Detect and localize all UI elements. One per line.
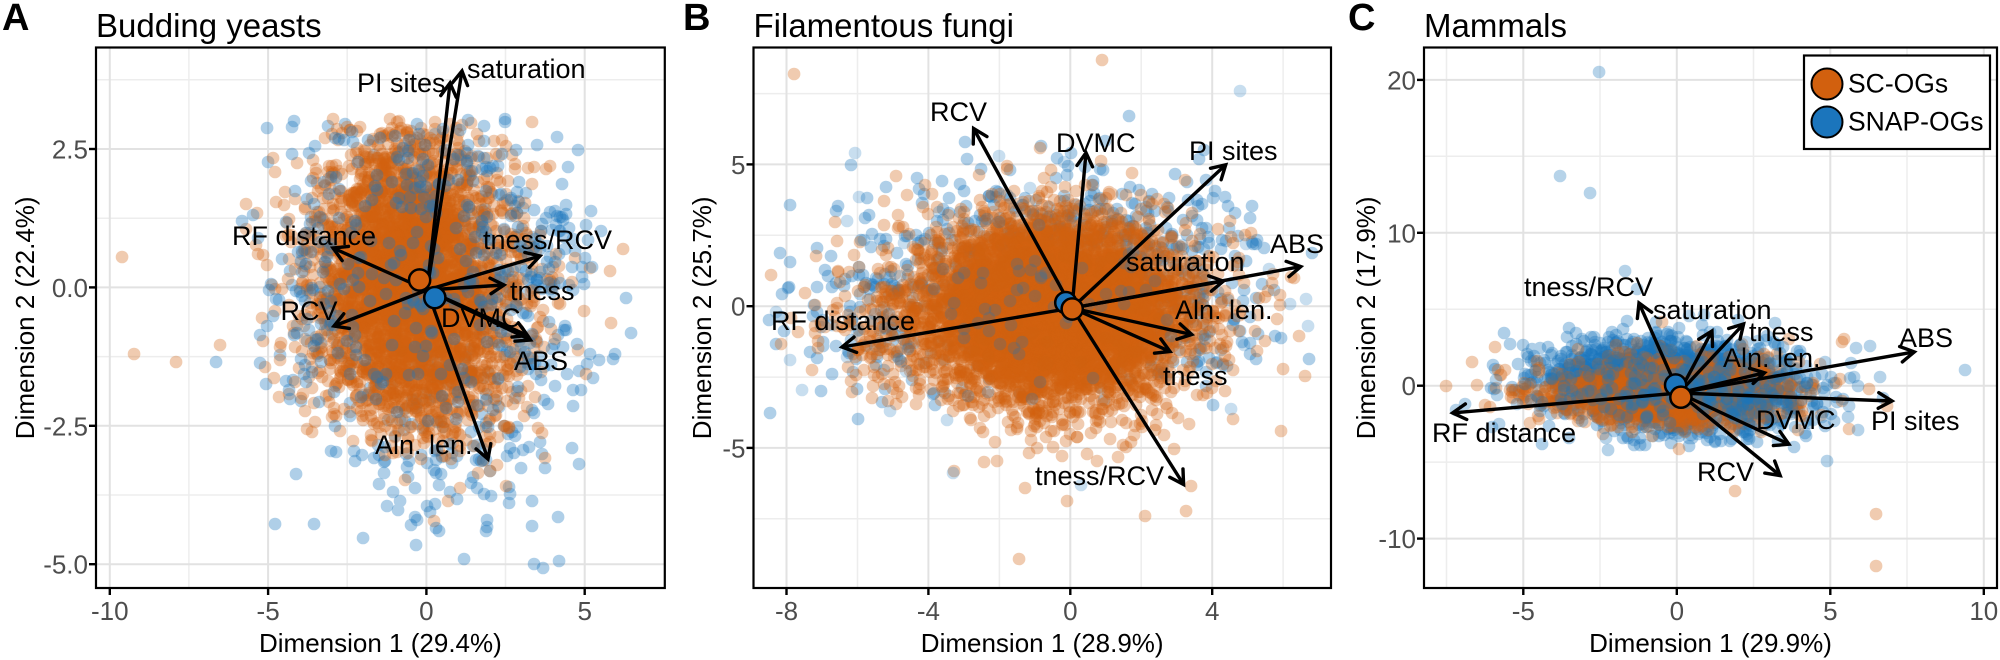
svg-text:tness: tness xyxy=(510,276,575,306)
svg-text:5: 5 xyxy=(577,596,591,626)
svg-text:Dimension 1 (29.4%): Dimension 1 (29.4%) xyxy=(259,628,502,658)
svg-text:ABS: ABS xyxy=(514,346,568,376)
svg-text:Dimension 2 (25.7%): Dimension 2 (25.7%) xyxy=(687,196,717,439)
svg-text:C: C xyxy=(1348,0,1375,39)
svg-text:RF distance: RF distance xyxy=(1432,418,1576,448)
svg-text:tness: tness xyxy=(1163,361,1228,391)
svg-text:tness/RCV: tness/RCV xyxy=(483,225,612,255)
svg-text:RF distance: RF distance xyxy=(771,306,915,336)
svg-text:Filamentous fungi: Filamentous fungi xyxy=(754,7,1014,44)
svg-text:-5: -5 xyxy=(1512,596,1535,626)
svg-text:Dimension 2 (22.4%): Dimension 2 (22.4%) xyxy=(10,196,40,439)
svg-text:SNAP-OGs: SNAP-OGs xyxy=(1848,107,1983,137)
svg-text:saturation: saturation xyxy=(1126,247,1245,277)
svg-text:Dimension 1 (28.9%): Dimension 1 (28.9%) xyxy=(921,628,1164,658)
svg-text:Aln. len.: Aln. len. xyxy=(375,430,473,460)
svg-text:Dimension 2 (17.9%): Dimension 2 (17.9%) xyxy=(1351,196,1381,439)
svg-text:DVMC: DVMC xyxy=(1756,405,1836,435)
svg-text:0: 0 xyxy=(1063,596,1077,626)
svg-text:tness: tness xyxy=(1749,317,1814,347)
svg-text:0.0: 0.0 xyxy=(52,273,88,303)
svg-text:RCV: RCV xyxy=(281,296,338,326)
svg-text:PI sites: PI sites xyxy=(357,68,446,98)
svg-text:5: 5 xyxy=(731,150,745,180)
svg-text:B: B xyxy=(683,0,710,39)
svg-text:PI sites: PI sites xyxy=(1871,406,1960,436)
svg-text:saturation: saturation xyxy=(467,54,586,84)
svg-text:-10: -10 xyxy=(1378,524,1416,554)
svg-text:RCV: RCV xyxy=(930,97,987,127)
svg-text:-2.5: -2.5 xyxy=(43,411,88,441)
svg-text:ABS: ABS xyxy=(1270,229,1324,259)
svg-text:DVMC: DVMC xyxy=(1056,128,1136,158)
svg-text:0: 0 xyxy=(1670,596,1684,626)
svg-text:A: A xyxy=(2,0,29,39)
svg-text:PI sites: PI sites xyxy=(1189,136,1278,166)
svg-text:Aln. len.: Aln. len. xyxy=(1723,343,1821,373)
svg-text:-5: -5 xyxy=(722,433,745,463)
svg-text:-5.0: -5.0 xyxy=(43,550,88,580)
svg-text:10: 10 xyxy=(1387,218,1416,248)
svg-text:RCV: RCV xyxy=(1697,457,1754,487)
svg-text:Mammals: Mammals xyxy=(1424,7,1567,44)
svg-text:Dimension 1 (29.9%): Dimension 1 (29.9%) xyxy=(1589,628,1832,658)
svg-text:10: 10 xyxy=(1969,596,1998,626)
svg-text:DVMC: DVMC xyxy=(441,303,521,333)
svg-text:-4: -4 xyxy=(917,596,940,626)
svg-text:tness/RCV: tness/RCV xyxy=(1035,461,1164,491)
svg-text:saturation: saturation xyxy=(1653,295,1772,325)
svg-text:SC-OGs: SC-OGs xyxy=(1848,69,1948,99)
svg-text:0: 0 xyxy=(731,292,745,322)
svg-text:5: 5 xyxy=(1823,596,1837,626)
svg-text:-10: -10 xyxy=(91,596,129,626)
svg-text:-8: -8 xyxy=(775,596,798,626)
svg-text:0: 0 xyxy=(419,596,433,626)
svg-text:20: 20 xyxy=(1387,65,1416,95)
svg-text:RF distance: RF distance xyxy=(232,221,376,251)
svg-text:ABS: ABS xyxy=(1899,323,1953,353)
svg-text:2.5: 2.5 xyxy=(52,135,88,165)
svg-text:4: 4 xyxy=(1205,596,1219,626)
svg-text:-5: -5 xyxy=(257,596,280,626)
svg-text:Aln. len.: Aln. len. xyxy=(1175,295,1273,325)
svg-text:Budding yeasts: Budding yeasts xyxy=(96,7,322,44)
svg-text:0: 0 xyxy=(1402,371,1416,401)
svg-text:tness/RCV: tness/RCV xyxy=(1524,272,1653,302)
